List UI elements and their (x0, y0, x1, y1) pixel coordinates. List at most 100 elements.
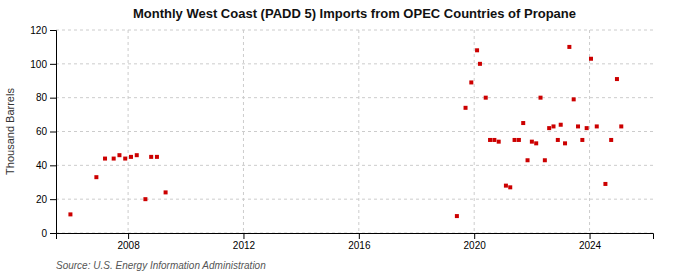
tick: 2012 (233, 233, 256, 251)
tick: 2020 (464, 233, 487, 251)
tick: 100 (30, 59, 56, 70)
grid-line (56, 30, 653, 31)
tick-mark (50, 64, 56, 65)
point (619, 124, 623, 128)
point (492, 138, 496, 142)
tick: 2024 (579, 233, 602, 251)
point (484, 96, 488, 100)
point (135, 153, 139, 157)
tick-mark (50, 30, 56, 31)
tick: 20 (36, 194, 56, 205)
point (567, 45, 571, 49)
point (559, 123, 563, 127)
point (488, 138, 492, 142)
tick-mark (50, 199, 56, 200)
tick: 60 (36, 126, 56, 137)
tick: 40 (36, 160, 56, 171)
tick: 0 (41, 228, 56, 239)
point (123, 157, 127, 161)
tick: 2008 (117, 233, 140, 251)
point (149, 155, 153, 159)
y-axis: 0 20 40 60 80 100 120 (30, 25, 56, 239)
point (576, 124, 580, 128)
point (534, 141, 538, 145)
point (94, 175, 98, 179)
point (455, 214, 459, 218)
grid-line (56, 131, 653, 132)
point (129, 155, 133, 159)
x-axis: 2008 2012 2016 2020 2024 (57, 233, 654, 251)
point (497, 140, 501, 144)
y-axis-title: Thousand Barrels (4, 88, 16, 175)
grid-line (56, 97, 653, 98)
tick: 80 (36, 92, 56, 103)
grid-line (474, 30, 475, 233)
tick-mark (474, 233, 475, 239)
point (117, 153, 121, 157)
point (585, 126, 589, 130)
point (521, 121, 525, 125)
tick-label: 40 (36, 160, 48, 171)
point (68, 212, 72, 216)
point (556, 138, 560, 142)
tick-label: 2012 (233, 240, 256, 251)
source-note: Source: U.S. Energy Information Administ… (56, 260, 266, 271)
point (526, 158, 530, 162)
point (530, 140, 534, 144)
tick-label: 2024 (579, 240, 602, 251)
tick-label: 2016 (348, 240, 371, 251)
point (572, 97, 576, 101)
point (517, 138, 521, 142)
tick-mark (50, 165, 56, 166)
point (143, 197, 147, 201)
chart: 2008 2012 2016 2020 2024 0 20 40 60 80 100 120 Month… (0, 0, 675, 275)
point (595, 124, 599, 128)
tick-mark (590, 233, 591, 239)
point (513, 138, 517, 142)
tick-label: 0 (41, 228, 47, 239)
grid-line (56, 165, 653, 166)
point (603, 182, 607, 186)
point (609, 138, 613, 142)
point (508, 185, 512, 189)
grid (56, 30, 653, 233)
tick-label: 2008 (117, 240, 140, 251)
point (539, 96, 543, 100)
axis-line (57, 234, 654, 240)
title: Monthly West Coast (PADD 5) Imports from… (133, 6, 576, 21)
grid-line (128, 30, 129, 233)
point (478, 62, 482, 66)
point (504, 184, 508, 188)
tick-mark (50, 98, 56, 99)
grid-line (243, 30, 244, 233)
point (615, 77, 619, 81)
point (464, 106, 468, 110)
tick-mark (359, 233, 360, 239)
point (543, 158, 547, 162)
tick-label: 2020 (464, 240, 487, 251)
point (164, 190, 168, 194)
tick-mark (243, 233, 244, 239)
point (112, 157, 116, 161)
point (580, 138, 584, 142)
point (469, 80, 473, 84)
tick-label: 60 (36, 126, 48, 137)
axis-line (50, 31, 57, 234)
tick: 2016 (348, 233, 371, 251)
tick-label: 120 (30, 25, 47, 36)
point (103, 157, 107, 161)
tick-mark (50, 132, 56, 133)
point (563, 141, 567, 145)
point (475, 48, 479, 52)
points (68, 45, 623, 218)
tick-mark (128, 233, 129, 239)
tick-label: 20 (36, 194, 48, 205)
tick-label: 100 (30, 59, 47, 70)
point (155, 155, 159, 159)
tick: 120 (30, 25, 56, 36)
grid-line (358, 30, 359, 233)
plot-area: 2008 2012 2016 2020 2024 0 20 40 60 80 100 120 (30, 25, 653, 251)
tick-mark (50, 233, 56, 234)
grid-line (56, 63, 653, 64)
point (589, 57, 593, 61)
